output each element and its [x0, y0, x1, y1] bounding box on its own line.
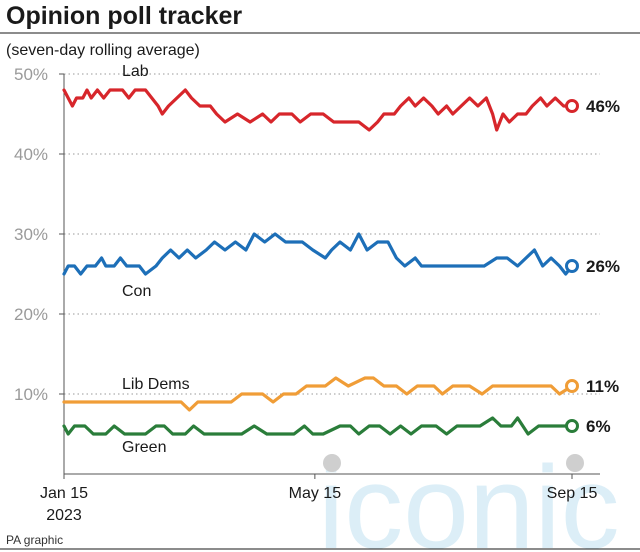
x-axis-ticks: Jan 15 2023 May 15 Sep 15	[40, 474, 597, 524]
series-label-lib-dems: Lib Dems	[122, 376, 190, 393]
x-tick-label-year: 2023	[46, 507, 82, 524]
series-line-lab	[62, 88, 574, 132]
end-label-green: 6%	[586, 417, 611, 436]
y-tick-label: 30%	[14, 225, 48, 244]
gridlines	[64, 73, 600, 395]
x-tick-label: Jan 15	[40, 485, 88, 502]
series-line-lib-dems	[62, 376, 574, 412]
source-credit: PA graphic	[6, 533, 63, 547]
y-tick-label: 10%	[14, 385, 48, 404]
end-marker-lab	[565, 99, 579, 113]
end-marker-con	[565, 259, 579, 273]
watermark-dot-left	[323, 454, 341, 472]
y-axis-ticks: 10% 20% 30% 40% 50%	[14, 65, 64, 404]
y-tick-label: 50%	[14, 65, 48, 84]
series-group: 46% Lab 26% Con 11% Lib Dems 6% Green	[62, 63, 620, 456]
chart-subtitle: (seven-day rolling average)	[6, 42, 200, 59]
end-label-lab: 46%	[586, 97, 620, 116]
series-line-green	[62, 416, 574, 436]
y-tick-label: 40%	[14, 145, 48, 164]
y-tick-label: 20%	[14, 305, 48, 324]
end-marker-green	[565, 419, 579, 433]
chart-title: Opinion poll tracker	[6, 2, 242, 30]
end-label-lib-dems: 11%	[586, 377, 619, 396]
watermark-dot-right	[566, 454, 584, 472]
series-label-green: Green	[122, 439, 166, 456]
series-line-con	[62, 232, 574, 276]
series-label-con: Con	[122, 283, 151, 300]
end-label-con: 26%	[586, 257, 620, 276]
end-marker-lib-dems	[565, 379, 579, 393]
series-label-lab: Lab	[122, 63, 149, 80]
x-tick-label: Sep 15	[547, 485, 598, 502]
x-tick-label: May 15	[289, 485, 342, 502]
